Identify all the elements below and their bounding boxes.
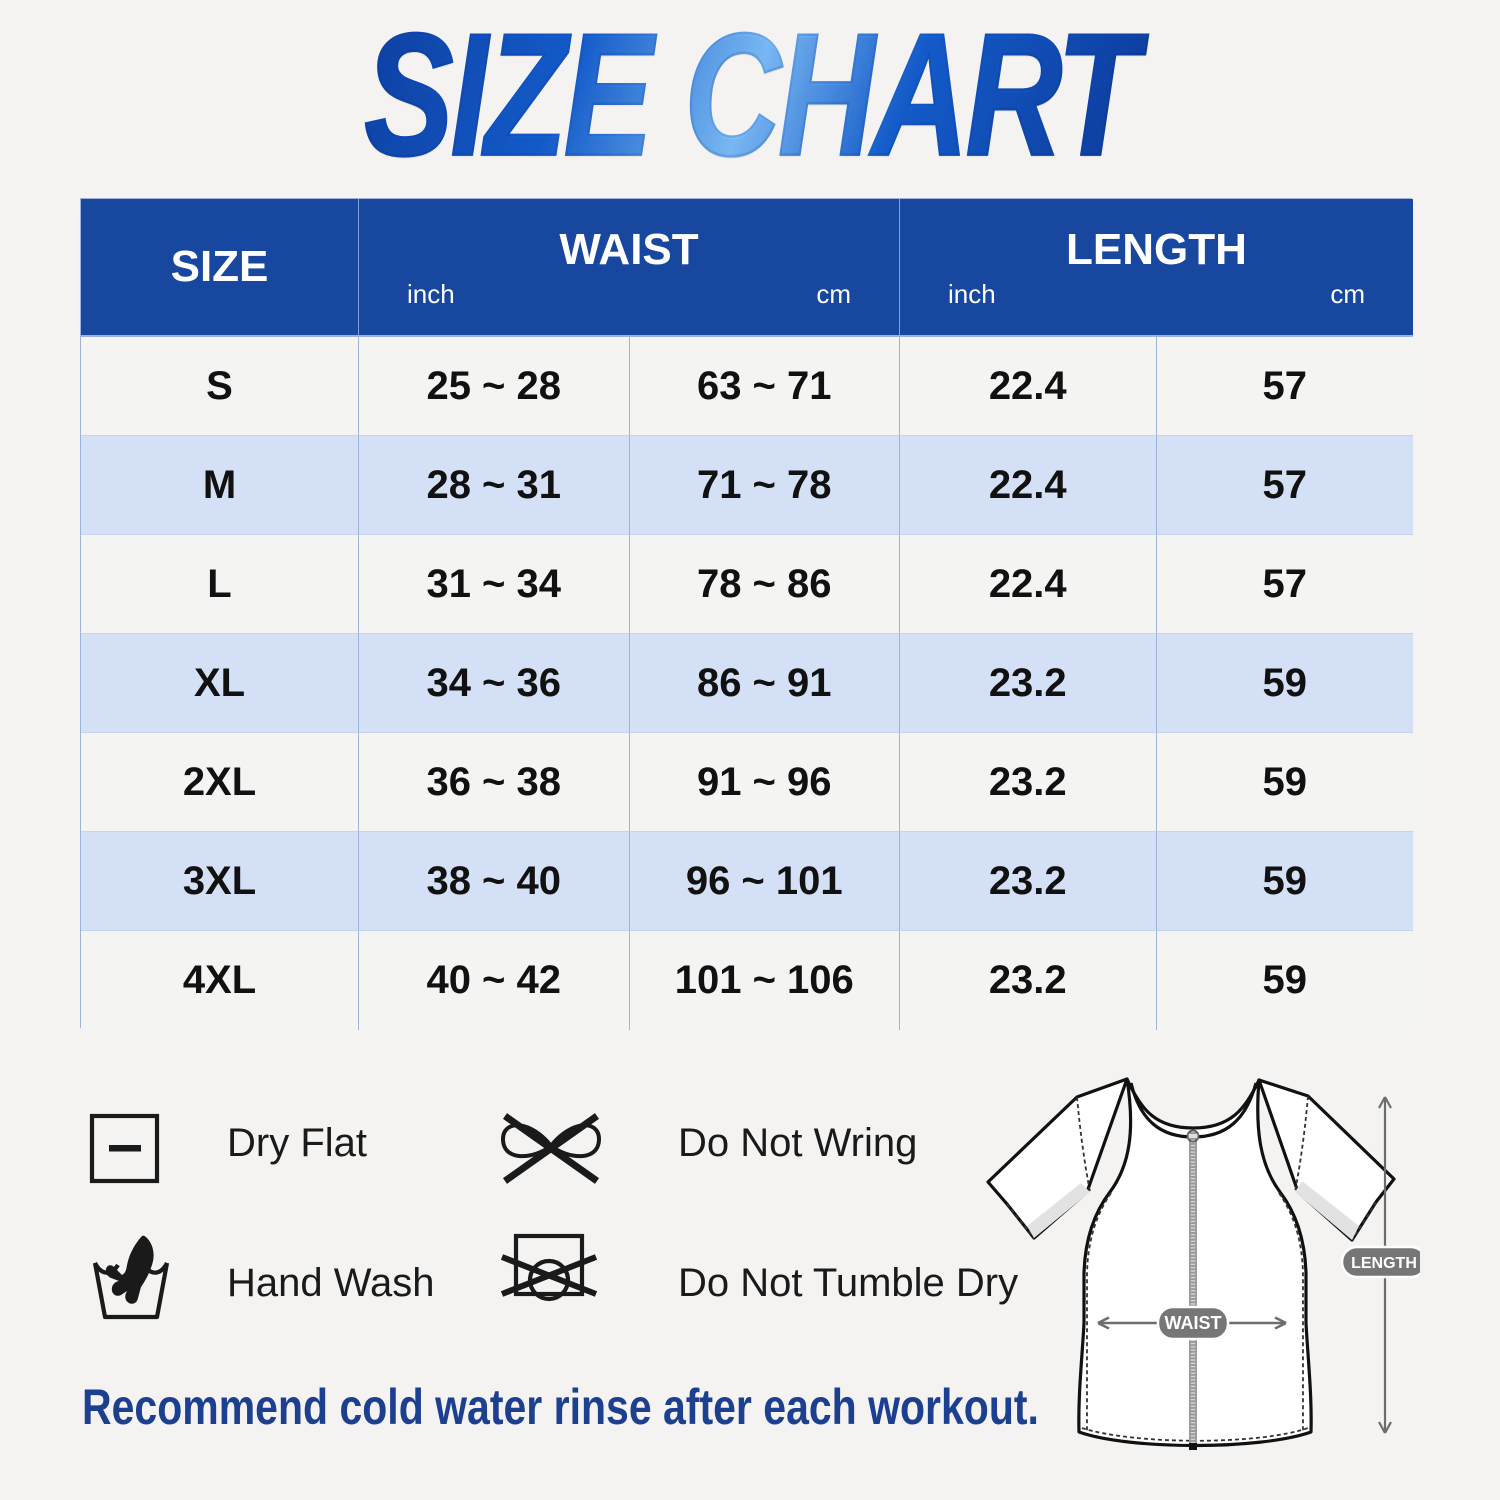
svg-text:WAIST: WAIST — [1165, 1313, 1222, 1333]
svg-text:LENGTH: LENGTH — [1351, 1255, 1417, 1272]
